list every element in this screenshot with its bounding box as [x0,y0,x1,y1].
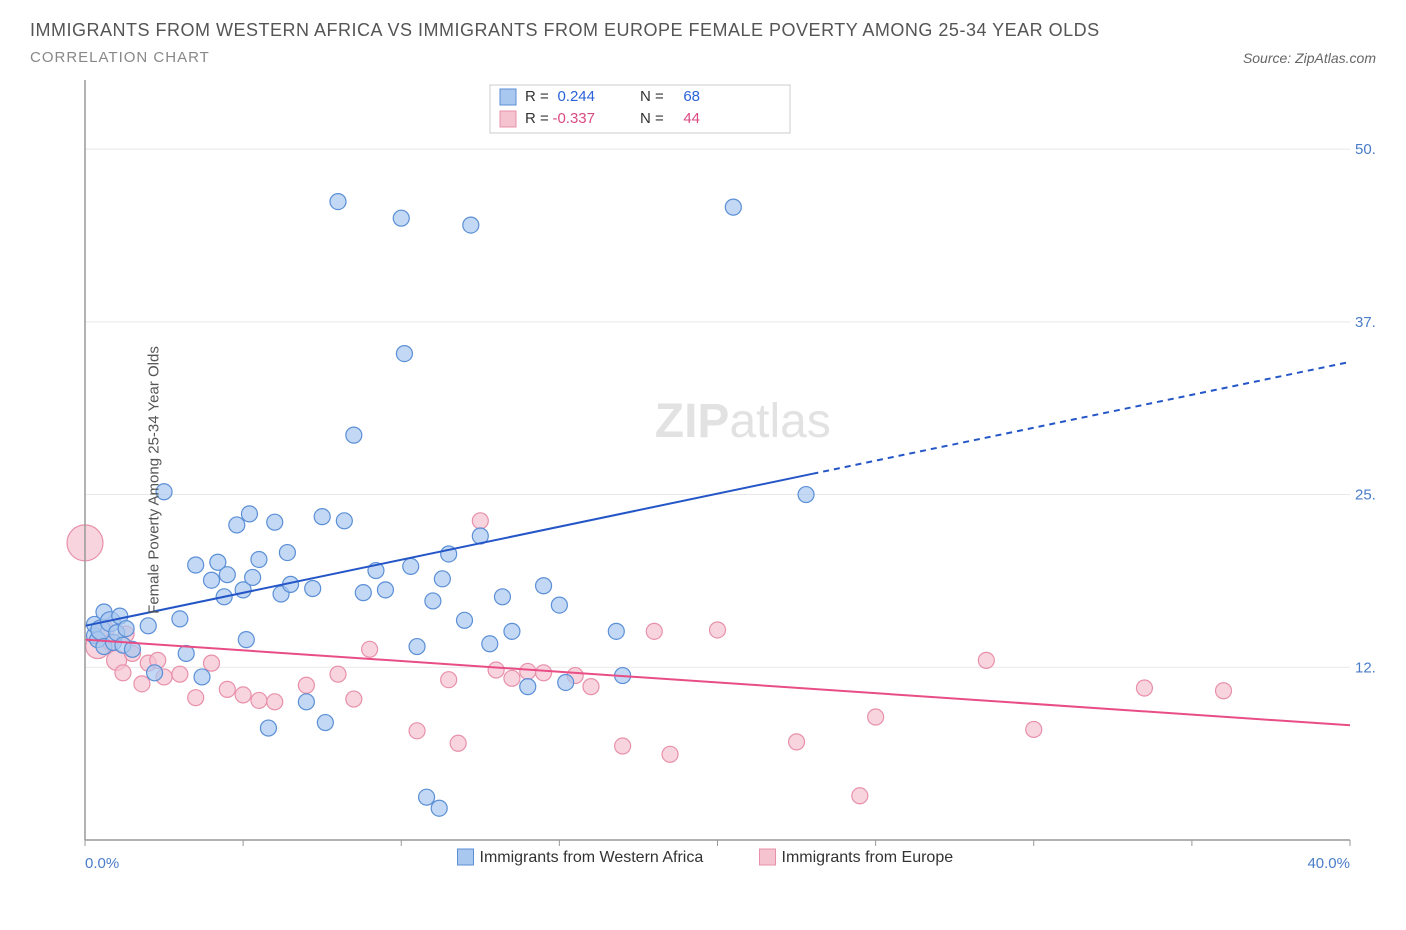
chart-container: Female Poverty Among 25-34 Year Olds 12.… [30,70,1376,890]
source-label: Source: ZipAtlas.com [1243,50,1376,66]
source-prefix: Source: [1243,50,1295,66]
scatter-chart: 12.5% 25.0% 37.5% 50.0% ZIPatlas 0.0% 40.0% R =… [30,70,1376,890]
svg-text:0.0%: 0.0% [85,855,119,872]
y-axis-label: Female Poverty Among 25-34 Year Olds [145,346,162,614]
svg-text:Immigrants from Western Africa: Immigrants from Western Africa [480,849,704,866]
svg-text:25.0%: 25.0% [1355,487,1376,504]
svg-text:68: 68 [683,88,700,105]
svg-text:0.244: 0.244 [557,88,595,105]
svg-text:40.0%: 40.0% [1307,855,1350,872]
source-name: ZipAtlas.com [1295,50,1376,66]
svg-text:R =: R = [525,110,549,127]
svg-text:12.5%: 12.5% [1355,659,1376,676]
chart-title: IMMIGRANTS FROM WESTERN AFRICA VS IMMIGR… [30,20,1376,41]
svg-text:Immigrants from Europe: Immigrants from Europe [782,849,954,866]
svg-text:R =: R = [525,88,549,105]
svg-text:ZIPatlas: ZIPatlas [655,395,831,448]
chart-subtitle: CORRELATION CHART [30,49,210,66]
svg-text:-0.337: -0.337 [552,110,595,127]
svg-text:N =: N = [640,110,664,127]
subtitle-row: CORRELATION CHART Source: ZipAtlas.com [30,49,1376,66]
svg-text:44: 44 [683,110,700,127]
svg-text:50.0%: 50.0% [1355,141,1376,158]
svg-text:N =: N = [640,88,664,105]
svg-text:37.5%: 37.5% [1355,314,1376,331]
